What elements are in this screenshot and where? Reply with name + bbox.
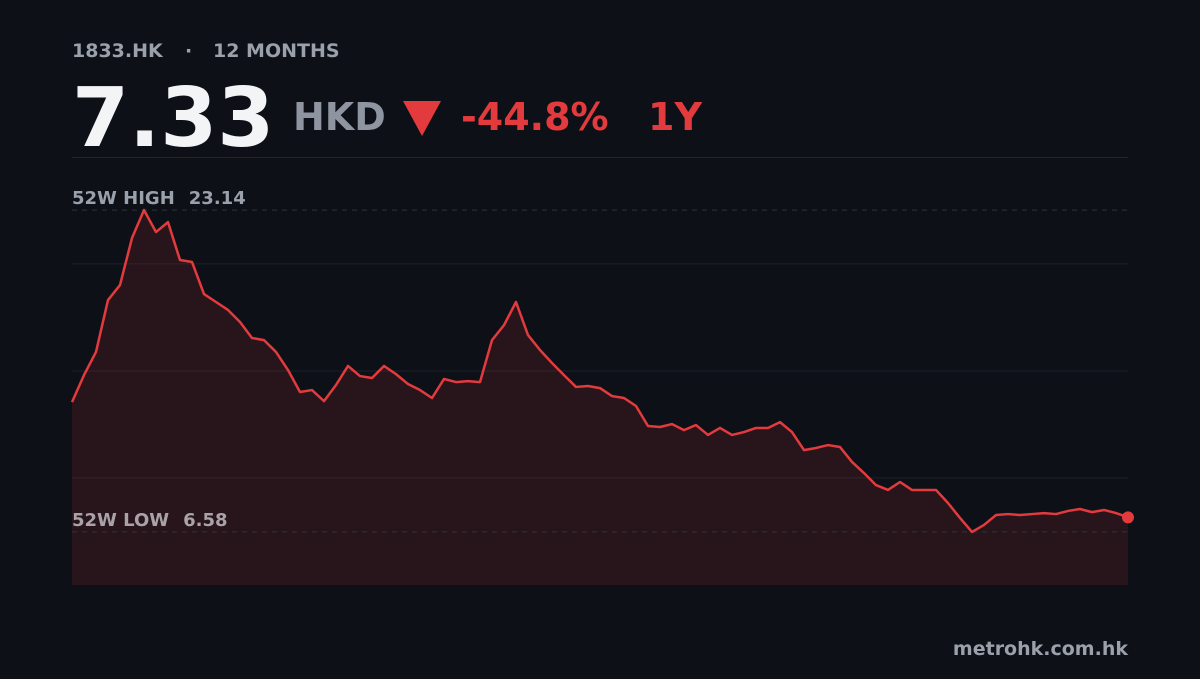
down-arrow bbox=[403, 101, 441, 136]
ticker: 1833.HK bbox=[72, 40, 164, 62]
period: 12 MONTHS bbox=[213, 40, 340, 62]
last-point bbox=[1122, 511, 1134, 524]
range: 1Y bbox=[648, 95, 702, 139]
currency: HKD bbox=[293, 95, 386, 139]
change: -44.8% bbox=[461, 95, 609, 139]
reference-name: 52W LOW bbox=[72, 510, 169, 531]
reference-value: 23.14 bbox=[189, 188, 246, 209]
reference-name: 52W HIGH bbox=[72, 188, 175, 209]
price: 7.33 bbox=[72, 71, 274, 166]
area bbox=[72, 210, 1128, 585]
reference-label: 52W LOW 6.58 bbox=[72, 510, 228, 531]
separator: · bbox=[185, 40, 192, 62]
footer: metrohk.com.hk bbox=[953, 638, 1128, 660]
reference-label: 52W HIGH 23.14 bbox=[72, 188, 246, 209]
reference-value: 6.58 bbox=[183, 510, 227, 531]
price-line bbox=[70, 208, 1129, 534]
